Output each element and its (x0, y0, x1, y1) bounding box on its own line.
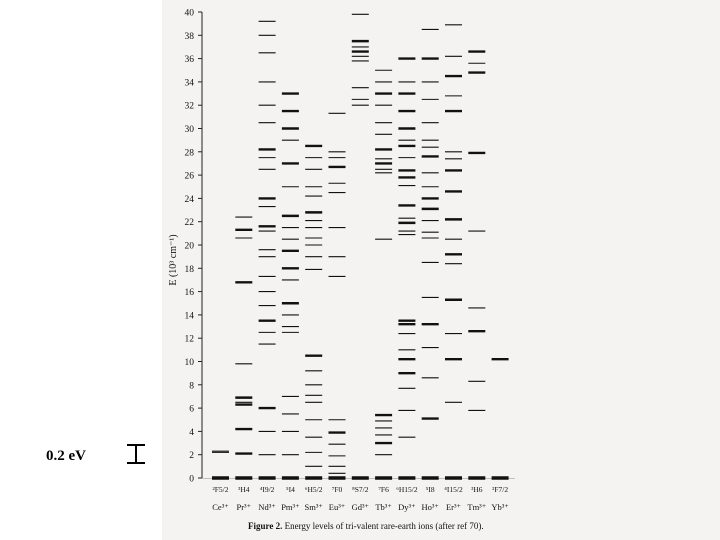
ground-state-label: ²F7/2 (492, 485, 508, 494)
ion-label: Ho³⁺ (421, 502, 439, 512)
ground-state-label: ⁴I15/2 (444, 485, 463, 494)
ground-state-label: ⁴I9/2 (260, 485, 275, 494)
ion-label: Er³⁺ (446, 502, 462, 512)
ion-label: Yb³⁺ (491, 502, 509, 512)
ion-label: Sm³⁺ (305, 502, 324, 512)
ion-label: Gd³⁺ (352, 502, 370, 512)
ion-label: Dy³⁺ (398, 502, 416, 512)
ground-state-label: ⁶H5/2 (305, 485, 323, 494)
y-tick-label: 0 (189, 475, 194, 485)
y-tick-label: 34 (185, 78, 195, 88)
ground-state-label: ³H6 (471, 485, 483, 494)
y-tick-label: 12 (185, 335, 195, 345)
caption-prefix: Figure 2. (248, 521, 283, 531)
ion-label: Eu³⁺ (329, 502, 346, 512)
y-tick-label: 32 (185, 102, 195, 112)
y-tick-label: 8 (189, 381, 194, 391)
ground-state-label: ²F5/2 (212, 485, 228, 494)
y-tick-label: 4 (189, 428, 194, 438)
y-tick-label: 18 (185, 265, 195, 275)
ion-label: Nd³⁺ (258, 502, 276, 512)
ion-label: Tm³⁺ (467, 502, 486, 512)
y-tick-label: 22 (185, 218, 195, 228)
y-tick-label: 26 (185, 172, 195, 182)
scale-bar-label: 0.2 eV (46, 448, 86, 464)
y-tick-label: 10 (185, 358, 195, 368)
y-tick-label: 38 (185, 32, 195, 42)
y-tick-label: 6 (189, 405, 194, 415)
figure-scan (162, 0, 720, 540)
ground-state-label: ⁵I4 (286, 485, 295, 494)
y-tick-label: 16 (185, 288, 195, 298)
y-tick-label: 2 (189, 451, 194, 461)
figure-caption: Figure 2. Energy levels of tri-valent ra… (248, 521, 484, 531)
ground-state-label: ⁸S7/2 (352, 485, 369, 494)
scale-bar-icon (127, 444, 145, 464)
y-tick-label: 14 (185, 311, 195, 321)
ion-label: Pm³⁺ (281, 502, 300, 512)
y-tick-label: 36 (185, 55, 195, 65)
y-tick-label: 20 (185, 242, 195, 252)
ion-label: Ce³⁺ (212, 502, 229, 512)
y-tick-label: 40 (185, 9, 195, 19)
ground-state-label: ⁵I8 (426, 485, 435, 494)
ion-label: Tb³⁺ (375, 502, 392, 512)
ground-state-label: ⁷F6 (378, 485, 389, 494)
ion-label: Pr³⁺ (237, 502, 252, 512)
ground-state-label: ³H4 (238, 485, 250, 494)
y-tick-label: 30 (185, 125, 195, 135)
ground-state-label: ⁶H15/2 (396, 485, 418, 494)
y-tick-label: 24 (185, 195, 195, 205)
caption-text: Energy levels of tri-valent rare-earth i… (284, 521, 484, 531)
y-tick-label: 28 (185, 148, 195, 158)
ground-state-label: ⁷F0 (332, 485, 343, 494)
y-axis-label: E (10³ cm⁻¹) (168, 234, 179, 285)
